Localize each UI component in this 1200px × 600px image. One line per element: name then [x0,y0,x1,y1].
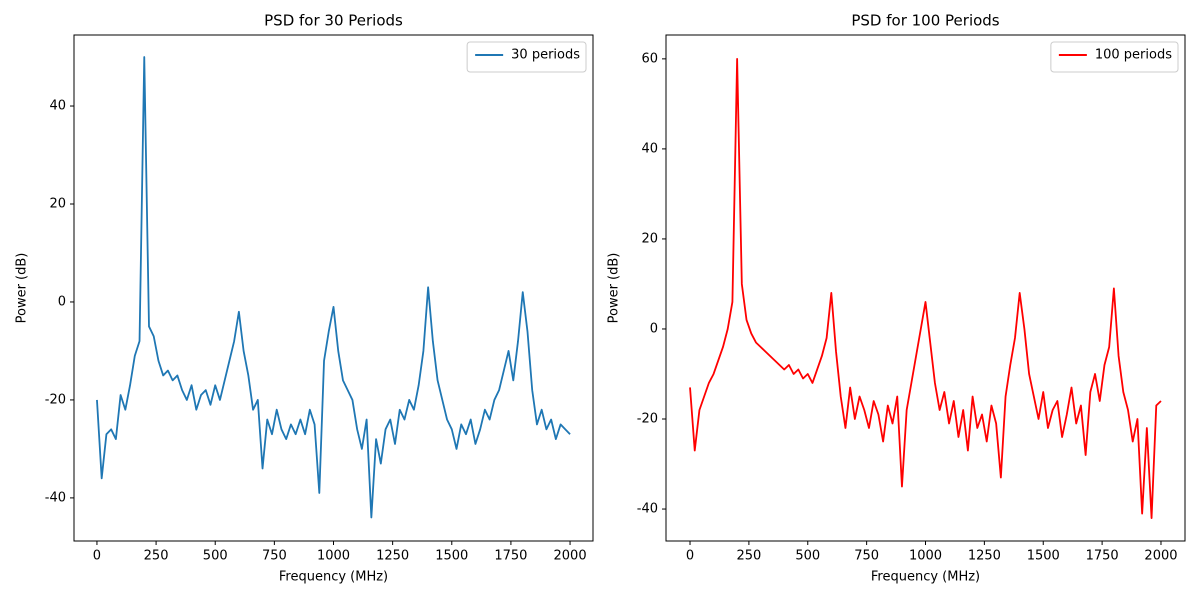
legend-label: 30 periods [511,48,580,63]
x-tick-label: 0 [686,549,694,564]
x-tick-label: 1250 [376,549,409,564]
x-tick-label: 1500 [435,549,468,564]
x-tick-label: 1000 [317,549,350,564]
legend: 30 periods [466,41,587,73]
y-tick-label: 0 [650,321,658,336]
y-tick-label: 40 [49,99,66,114]
legend: 100 periods [1050,41,1179,73]
y-tick-label: -20 [637,412,658,427]
x-tick-label: 500 [203,549,228,564]
data-line [689,57,1162,519]
y-tick-label: -20 [45,392,66,407]
legend-box [1050,41,1179,73]
legend-label: 100 periods [1095,48,1172,63]
legend-box [466,41,587,73]
axes-frame [73,34,594,542]
y-tick-label: 0 [58,294,66,309]
x-tick-label: 2000 [1144,549,1177,564]
x-tick-label: 1750 [1086,549,1119,564]
chart-title: PSD for 100 Periods [851,12,999,30]
x-tick-label: 250 [144,549,169,564]
y-tick-label: -40 [637,502,658,517]
y-tick-label: 60 [641,51,658,66]
y-tick-label: 40 [641,141,658,156]
x-tick-label: 0 [93,549,101,564]
y-tick-label: -40 [45,490,66,505]
x-tick-label: 1500 [1027,549,1060,564]
x-axis-label: Frequency (MHz) [279,570,388,585]
y-tick-label: 20 [49,196,66,211]
x-tick-label: 750 [262,549,287,564]
x-tick-label: 2000 [554,549,587,564]
y-axis-label: Power (dB) [15,253,30,324]
x-axis-label: Frequency (MHz) [871,570,980,585]
x-tick-label: 500 [795,549,820,564]
x-tick-label: 1750 [494,549,527,564]
data-line [96,56,571,519]
x-tick-label: 250 [736,549,761,564]
axes-frame [665,34,1186,542]
y-tick-label: 20 [641,231,658,246]
x-tick-label: 1250 [968,549,1001,564]
y-axis-label: Power (dB) [607,253,622,324]
x-tick-label: 1000 [909,549,942,564]
x-tick-label: 750 [854,549,879,564]
chart-title: PSD for 30 Periods [264,12,403,30]
